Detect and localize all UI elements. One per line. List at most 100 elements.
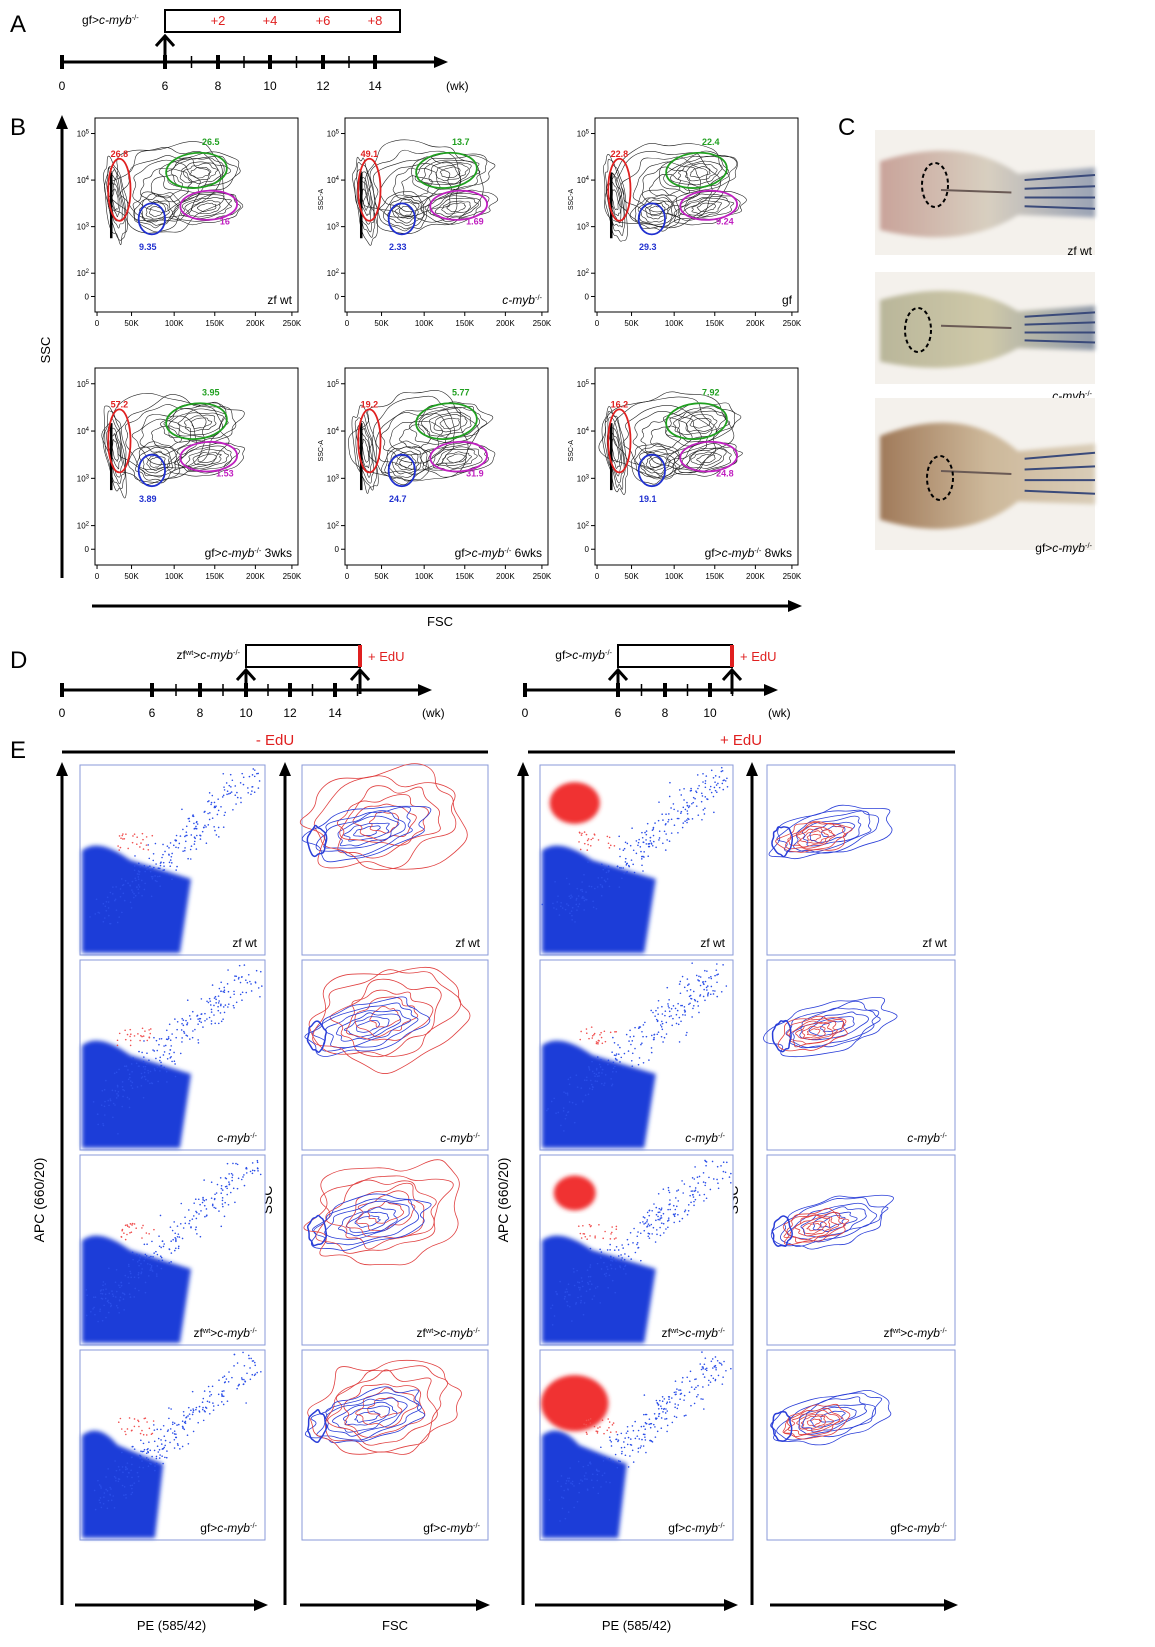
event-dot — [122, 1088, 124, 1091]
event-dot — [585, 1472, 587, 1474]
event-dot — [259, 1173, 262, 1176]
event-dot — [125, 1468, 127, 1471]
event-dot — [715, 784, 718, 786]
event-dot — [595, 1042, 598, 1045]
event-dot — [114, 1460, 116, 1462]
contour — [792, 1007, 880, 1049]
event-dot — [149, 1032, 152, 1035]
event-dot — [571, 906, 574, 909]
event-dot — [261, 985, 263, 987]
event-dot — [165, 1070, 168, 1073]
event-dot — [102, 920, 105, 923]
event-dot — [197, 1198, 200, 1201]
tick-label: 100K — [165, 572, 184, 581]
event-dot — [102, 1502, 105, 1505]
event-dot — [611, 1424, 614, 1426]
event-dot — [241, 991, 244, 994]
event-dot — [121, 1466, 124, 1468]
event-dot — [661, 1028, 664, 1031]
event-dot — [685, 1034, 687, 1036]
event-dot — [158, 1245, 161, 1248]
event-dot — [624, 1264, 627, 1267]
contour — [613, 396, 717, 478]
tick-label: 102 — [327, 269, 340, 278]
event-dot — [716, 1178, 718, 1181]
event-dot — [103, 1088, 106, 1091]
event-dot — [712, 776, 715, 779]
event-dot — [119, 895, 122, 898]
event-dot — [694, 797, 696, 800]
tick-exp: 2 — [586, 269, 590, 275]
event-dot — [702, 781, 704, 783]
dot-plot — [82, 1159, 262, 1343]
event-dot — [107, 1099, 110, 1102]
event-dot — [621, 1450, 623, 1453]
event-dot — [642, 1024, 645, 1026]
event-dot — [130, 1456, 133, 1459]
event-dot — [629, 1443, 632, 1446]
event-dot — [172, 1238, 174, 1241]
contour — [611, 438, 619, 463]
event-dot — [709, 1381, 712, 1383]
event-dot — [123, 1065, 126, 1068]
event-dot — [151, 1455, 153, 1458]
contour — [307, 1408, 328, 1444]
event-dot — [611, 1070, 614, 1073]
event-dot — [659, 1218, 661, 1221]
event-dot — [608, 1421, 611, 1423]
event-dot — [170, 1408, 172, 1410]
event-dot — [574, 921, 576, 923]
tick-label: 250K — [283, 319, 302, 328]
event-dot — [98, 912, 101, 914]
event-dot — [102, 1281, 105, 1283]
event-dot — [121, 834, 124, 837]
box-label: +6 — [316, 13, 331, 28]
event-dot — [118, 1299, 121, 1302]
event-dot — [567, 1511, 570, 1513]
tick-label: 0 — [595, 319, 600, 328]
event-dot — [122, 1298, 125, 1300]
event-dot — [191, 1036, 194, 1039]
event-dot — [683, 1399, 685, 1401]
event-dot — [151, 1270, 154, 1272]
event-dot — [582, 1313, 585, 1316]
event-dot — [220, 1225, 223, 1228]
event-dot — [111, 1089, 114, 1092]
event-dot — [226, 790, 229, 793]
event-dot — [149, 870, 152, 873]
text-part: zf wt — [267, 293, 292, 307]
event-dot — [636, 1243, 638, 1246]
region-outline — [926, 455, 954, 501]
event-dot — [140, 1262, 142, 1265]
event-dot — [560, 901, 562, 904]
event-dot — [595, 1067, 598, 1070]
text-part: -/- — [1085, 389, 1093, 398]
event-dot — [589, 1463, 592, 1465]
event-dot — [570, 1482, 572, 1484]
event-dot — [134, 894, 137, 897]
event-dot — [164, 1456, 166, 1459]
event-dot — [670, 807, 672, 809]
event-dot — [104, 1297, 107, 1300]
event-dot — [696, 1000, 699, 1003]
event-dot — [613, 845, 616, 847]
event-dot — [707, 993, 709, 996]
event-dot — [657, 1403, 660, 1406]
contour — [801, 1404, 867, 1433]
event-dot — [722, 1161, 725, 1164]
event-dot — [195, 1217, 198, 1220]
event-dot — [117, 1465, 120, 1468]
event-dot — [173, 1221, 175, 1223]
event-dot — [613, 1041, 616, 1044]
event-dot — [179, 1052, 182, 1055]
tick-exp: 3 — [586, 223, 590, 229]
contour — [439, 417, 460, 430]
event-dot — [236, 1387, 238, 1390]
event-dot — [186, 1022, 189, 1024]
event-dot — [124, 1430, 126, 1433]
sample-label: zf wt — [700, 936, 725, 950]
event-dot — [666, 1410, 669, 1412]
event-dot — [665, 833, 667, 835]
event-dot — [140, 1034, 142, 1037]
event-dot — [168, 1023, 171, 1026]
